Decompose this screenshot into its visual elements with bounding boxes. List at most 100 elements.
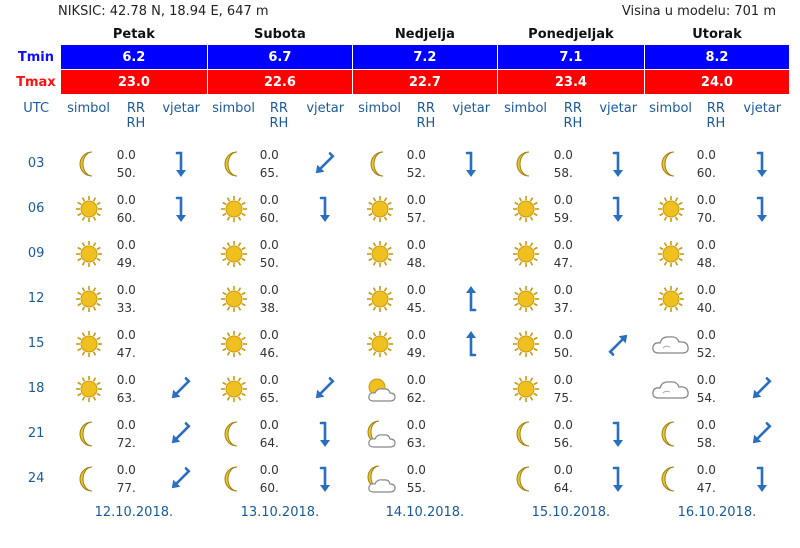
forecast-table: Petak Subota Nedjelja Ponedjeljak Utorak Tmin… (12, 24, 791, 523)
rr-rh-header: RR RH (554, 95, 592, 142)
rh-value: 58. (553, 165, 573, 180)
rr-value: 0.0 (406, 372, 426, 387)
rr-value: 0.0 (406, 462, 426, 477)
arrow-north-icon (458, 330, 484, 356)
weather-symbol-cell (207, 411, 259, 456)
weather-symbol-cell (60, 321, 116, 366)
sun-icon (220, 285, 248, 312)
sun-icon (75, 330, 103, 357)
wind-cell (155, 231, 207, 276)
rr-rh-cell: 0.0 60. (117, 186, 155, 231)
wind-cell (592, 276, 644, 321)
wind-cell (155, 141, 207, 186)
arrow-southwest-icon (749, 376, 775, 398)
rr-rh-cell: 0.0 47. (117, 321, 155, 366)
weather-symbol-cell (207, 366, 259, 411)
rr-rh-cell: 0.0 63. (407, 411, 445, 456)
rh-value: 47. (696, 480, 716, 495)
rh-value: 37. (553, 300, 573, 315)
wind-cell (735, 231, 789, 276)
arrow-south-icon (312, 466, 338, 492)
rh-value: 60. (259, 210, 279, 225)
sun-icon (220, 375, 248, 402)
rr-value: 0.0 (696, 192, 716, 207)
rr-value: 0.0 (696, 237, 716, 252)
sun-icon (512, 240, 540, 267)
rr-value: 0.0 (406, 147, 426, 162)
wind-cell (445, 276, 497, 321)
wind-cell (735, 411, 789, 456)
tmin-value: 6.7 (206, 44, 353, 70)
arrow-south-icon (605, 151, 631, 177)
sun-cloud-icon (364, 378, 396, 402)
moon-icon (659, 421, 683, 446)
weather-symbol-cell (497, 276, 553, 321)
moon-icon (77, 421, 101, 446)
rr-rh-cell: 0.0 52. (407, 141, 445, 186)
rh-value: 50. (259, 255, 279, 270)
simbol-header: simbol (504, 101, 548, 116)
rh-value: 55. (406, 480, 426, 495)
corner-cell (12, 24, 60, 45)
vjetar-header: vjetar (452, 101, 491, 116)
cloud-icon (651, 378, 691, 399)
arrow-south-icon (749, 151, 775, 177)
rr-rh-cell: 0.0 50. (260, 231, 298, 276)
weather-symbol-cell (60, 141, 116, 186)
wind-cell (155, 276, 207, 321)
wind-cell (445, 231, 497, 276)
rh-value: 47. (553, 255, 573, 270)
rr-value: 0.0 (406, 237, 426, 252)
rr-rh-cell: 0.0 40. (697, 276, 735, 321)
hour-row: 15 0.0 47. 0.0 46. 0.0 49. 0.0 50. 0.0 52. (12, 321, 790, 366)
wind-cell (592, 186, 644, 231)
hour-row: 03 0.0 50. 0.0 65. 0.0 52. 0.0 58. 0.0 60. (12, 141, 790, 186)
rr-value: 0.0 (406, 417, 426, 432)
hour-row: 06 0.0 60. 0.0 60. 0.0 57. 0.0 59. 0.0 70. (12, 186, 790, 231)
weather-symbol-cell (644, 456, 696, 501)
location-text: NIKSIC: 42.78 N, 18.94 E, 647 m (58, 4, 269, 19)
tmin-value: 7.1 (496, 44, 645, 70)
sun-icon (75, 195, 103, 222)
rr-value: 0.0 (553, 327, 573, 342)
rr-rh-cell: 0.0 64. (554, 456, 592, 501)
wind-cell (155, 411, 207, 456)
rr-rh-header: RR RH (260, 95, 298, 142)
rr-value: 0.0 (259, 372, 279, 387)
sun-icon (75, 375, 103, 402)
column-header-row: UTC simbol RR RH vjetar simbol RR RH vjetar simbo… (12, 95, 790, 142)
rr-rh-cell: 0.0 48. (407, 231, 445, 276)
date-label: 16.10.2018. (677, 504, 757, 520)
arrow-south-icon (749, 466, 775, 492)
wind-cell (592, 456, 644, 501)
wind-cell (735, 366, 789, 411)
arrow-south-icon (605, 196, 631, 222)
rr-rh-cell: 0.0 65. (260, 366, 298, 411)
rr-rh-cell: 0.0 63. (117, 366, 155, 411)
rr-rh-cell: 0.0 49. (117, 231, 155, 276)
wind-cell (298, 366, 352, 411)
arrow-south-icon (168, 196, 194, 222)
rr-rh-cell: 0.0 49. (407, 321, 445, 366)
tmax-value: 24.0 (643, 69, 791, 95)
tmax-label: Tmax (16, 74, 56, 90)
rr-rh-cell: 0.0 77. (117, 456, 155, 501)
rr-rh-cell: 0.0 60. (260, 186, 298, 231)
rr-value: 0.0 (553, 237, 573, 252)
tmin-row: Tmin 6.2 6.7 7.2 7.1 8.2 (12, 44, 791, 70)
arrow-north-icon (458, 285, 484, 311)
rr-value: 0.0 (553, 417, 573, 432)
sun-icon (657, 195, 685, 222)
moon-icon (514, 151, 538, 176)
arrow-southwest-icon (168, 466, 194, 488)
rr-rh-cell: 0.0 56. (554, 411, 592, 456)
moon-icon (368, 151, 392, 176)
rr-rh-cell: 0.0 59. (554, 186, 592, 231)
rh-header: RH (563, 116, 583, 131)
date-label: 12.10.2018. (94, 504, 174, 520)
rh-header: RH (416, 116, 436, 131)
sun-icon (366, 240, 394, 267)
weather-symbol-cell (497, 456, 553, 501)
weather-symbol-cell (60, 276, 116, 321)
moon-icon (222, 466, 246, 491)
